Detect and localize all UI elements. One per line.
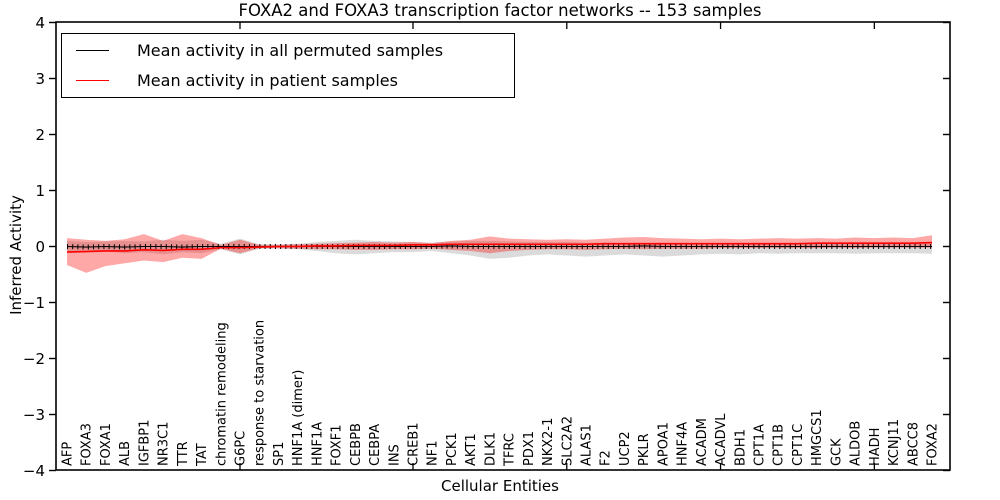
x-tick-label: NKX2-1 <box>541 418 556 466</box>
x-tick-label: CREB1 <box>407 422 422 466</box>
y-tick-label: −1 <box>23 294 45 312</box>
x-tick-label: PCK1 <box>445 432 460 466</box>
x-tick-label: FOXA3 <box>80 423 95 466</box>
x-tick-label: PKLR <box>637 433 652 466</box>
x-tick-label: HNF1A <box>310 422 325 466</box>
y-tick-label: 4 <box>35 14 45 32</box>
x-tick-label: HADH <box>868 428 883 466</box>
legend-entry-permuted: Mean activity in all permuted samples <box>62 36 514 64</box>
legend: Mean activity in all permuted samples Me… <box>61 33 515 98</box>
legend-label-permuted: Mean activity in all permuted samples <box>137 40 444 60</box>
x-tick-label: ACADM <box>695 418 710 466</box>
x-tick-label: ACADVL <box>714 413 729 466</box>
permuted-line-swatch <box>76 49 109 51</box>
x-tick-label: CEBPB <box>349 423 364 466</box>
x-tick-label: G6PC <box>234 431 249 466</box>
x-tick-label: response to starvation <box>253 320 268 466</box>
x-tick-label: CEBPA <box>368 424 383 466</box>
x-tick-label: TTR <box>176 441 191 467</box>
x-tick-label: BDH1 <box>733 429 748 466</box>
x-tick-label: chromatin remodeling <box>214 322 229 466</box>
x-tick-label: UCP2 <box>618 431 633 466</box>
patient-mean-line <box>66 241 933 253</box>
x-tick-label: HNF4A <box>676 422 691 466</box>
x-tick-label: FOXA1 <box>99 423 114 466</box>
x-tick-label: AKT1 <box>464 433 479 466</box>
x-tick-label: FOXA2 <box>926 423 941 466</box>
y-tick-label: −4 <box>23 462 45 480</box>
patient-line-swatch <box>76 80 109 82</box>
y-tick-label: 2 <box>35 126 45 144</box>
x-tick-label: FOXF1 <box>330 424 345 466</box>
chart-title: FOXA2 and FOXA3 transcription factor net… <box>238 1 762 20</box>
y-tick-label: −2 <box>23 350 45 368</box>
x-tick-label: HNF1A (dimer) <box>291 370 306 466</box>
x-tick-label: ALB <box>118 441 133 466</box>
x-tick-label: GCK <box>829 438 844 466</box>
x-tick-label: INS <box>387 444 402 466</box>
x-tick-label: NR3C1 <box>157 422 172 466</box>
x-tick-label: AFP <box>61 442 76 466</box>
x-tick-label: NF1 <box>426 441 441 466</box>
y-tick-label: −3 <box>23 406 45 424</box>
y-tick-label: 1 <box>35 182 45 200</box>
x-tick-label: TAT <box>195 443 210 467</box>
y-tick-label: 0 <box>35 238 45 256</box>
x-tick-label: IGFBP1 <box>137 420 152 466</box>
x-tick-label: SP1 <box>272 442 287 466</box>
x-tick-label: ALDOB <box>849 421 864 466</box>
x-axis-label: Cellular Entities <box>441 477 559 495</box>
x-tick-label: TFRC <box>503 433 518 467</box>
y-axis-label: Inferred Activity <box>7 195 25 315</box>
x-tick-label: PDX1 <box>522 431 537 466</box>
legend-label-patient: Mean activity in patient samples <box>137 71 398 91</box>
legend-entry-patient: Mean activity in patient samples <box>62 67 514 95</box>
x-tick-label: CPT1C <box>791 424 806 466</box>
x-tick-label: F2 <box>599 450 614 466</box>
x-tick-label: ALAS1 <box>580 424 595 466</box>
x-tick-label: SLC2A2 <box>560 416 575 466</box>
x-tick-label: DLK1 <box>483 432 498 466</box>
x-tick-label: CPT1B <box>772 424 787 466</box>
permuted-mean-markers <box>66 243 932 250</box>
x-tick-label: CPT1A <box>753 424 768 466</box>
x-tick-label: APOA1 <box>656 422 671 466</box>
x-tick-label: KCNJ11 <box>887 419 902 466</box>
x-tick-label: ABCC8 <box>906 422 921 466</box>
x-tick-label: HMGCS1 <box>810 409 825 466</box>
y-tick-label: 3 <box>35 70 45 88</box>
